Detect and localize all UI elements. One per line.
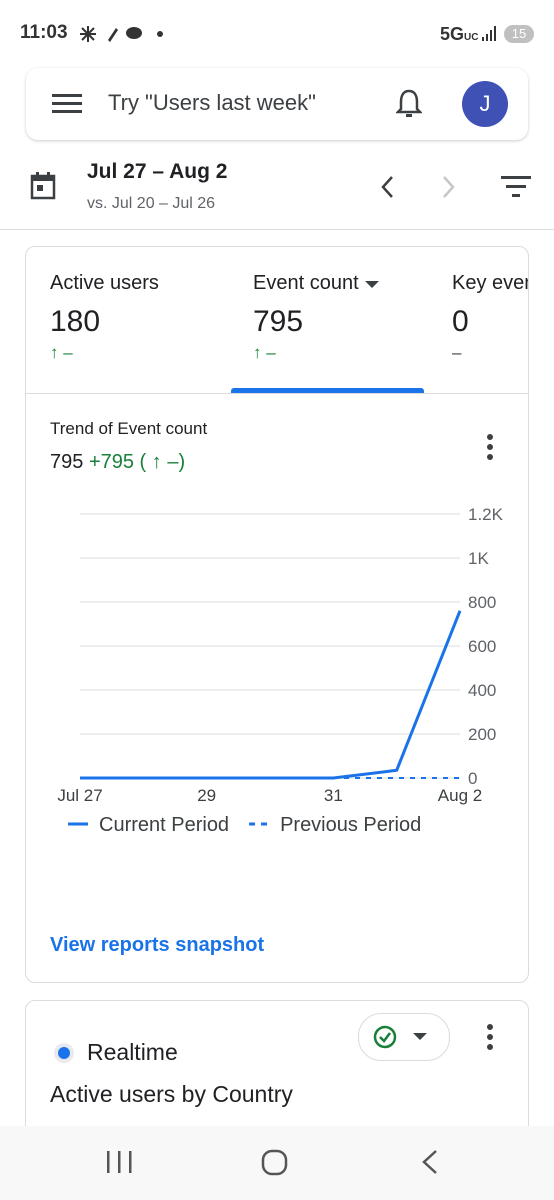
realtime-title: Active users by Country xyxy=(50,1081,293,1107)
filter-icon[interactable] xyxy=(501,176,531,198)
tab-value: 180 xyxy=(50,305,101,338)
realtime-label: Realtime xyxy=(87,1039,178,1065)
more-icon[interactable] xyxy=(486,1023,494,1051)
x-tick-label: Aug 2 xyxy=(438,786,482,805)
trend-total: 795 xyxy=(50,451,84,473)
recents-button[interactable] xyxy=(105,1150,135,1176)
series-line xyxy=(80,610,462,780)
next-button[interactable] xyxy=(443,176,455,198)
tab-indicator xyxy=(231,388,424,393)
tab-change: ↑ – xyxy=(50,343,73,362)
tab-label: Event count xyxy=(253,272,380,295)
y-tick-label: 600 xyxy=(468,637,496,656)
tab-label-text: Event count xyxy=(253,272,359,294)
y-tick-label: 1.2K xyxy=(468,505,504,524)
tab-value: 0 xyxy=(452,305,469,338)
realtime-dot xyxy=(54,1043,74,1063)
trend-summary: 795 +795 ( ↑ –) xyxy=(50,451,185,474)
y-tick-label: 400 xyxy=(468,681,496,700)
tab[interactable]: Event count 795 ↑ – xyxy=(253,272,380,363)
avatar[interactable]: J xyxy=(462,81,508,127)
legend-label: Previous Period xyxy=(280,814,421,836)
y-tick-label: 1K xyxy=(468,549,489,568)
back-button[interactable] xyxy=(418,1148,442,1178)
y-tick-label: 0 xyxy=(468,769,477,788)
trend-title: Trend of Event count xyxy=(50,419,208,438)
calendar-icon[interactable] xyxy=(30,172,56,200)
summary-card: Active users 180 ↑ – Event count 795 ↑ –… xyxy=(25,246,529,983)
search-placeholder[interactable]: Try "Users last week" xyxy=(108,90,316,115)
tab-change: – xyxy=(452,343,462,362)
legend-label: Current Period xyxy=(99,814,229,836)
trend-delta: +795 ( ↑ –) xyxy=(88,451,186,473)
more-icon[interactable] xyxy=(486,433,494,461)
prev-button[interactable] xyxy=(381,176,393,198)
x-tick-label: 31 xyxy=(324,786,343,805)
battery: 15 xyxy=(504,25,534,43)
home-button[interactable] xyxy=(260,1148,290,1178)
tab-label: Key events xyxy=(452,272,528,294)
tab-change: ↑ – xyxy=(253,343,276,362)
tab[interactable]: Active users 180 ↑ – xyxy=(50,272,159,363)
status-network: 5GUC xyxy=(440,24,478,45)
bell-icon[interactable] xyxy=(396,88,422,118)
realtime-card: Realtime Active users by Country xyxy=(25,1000,529,1140)
tab-value: 795 xyxy=(253,305,304,338)
check-icon xyxy=(373,1025,427,1049)
network: 5G xyxy=(440,24,465,44)
menu-icon[interactable] xyxy=(52,92,82,116)
nav-bar xyxy=(0,1126,554,1200)
x-tick-label: 29 xyxy=(197,786,216,805)
status-time: 11:03 xyxy=(20,22,68,43)
tab[interactable]: Key events 0 – xyxy=(452,272,528,363)
search-bar[interactable]: Try "Users last week" J xyxy=(26,68,528,140)
tab-label: Active users xyxy=(50,272,159,294)
network-sub: UC xyxy=(464,32,479,43)
view-reports-link[interactable]: View reports snapshot xyxy=(50,934,265,956)
y-tick-label: 800 xyxy=(468,593,496,612)
dropdown-icon xyxy=(365,281,380,288)
divider xyxy=(26,393,528,394)
signal-icon xyxy=(482,26,496,41)
y-tick-label: 200 xyxy=(468,725,496,744)
status-dropdown[interactable] xyxy=(358,1013,450,1061)
status-icons xyxy=(80,26,163,42)
divider xyxy=(0,229,554,230)
date-range-title[interactable]: Jul 27 – Aug 2 xyxy=(87,160,228,183)
x-tick-label: Jul 27 xyxy=(57,786,102,805)
date-nav xyxy=(381,176,455,198)
trend-chart: 0 200 400 600 800 1K 1.2K Jul 27 29 31 Aug 2 Curren… xyxy=(57,505,504,836)
date-range-compare: vs. Jul 20 – Jul 26 xyxy=(87,195,216,212)
